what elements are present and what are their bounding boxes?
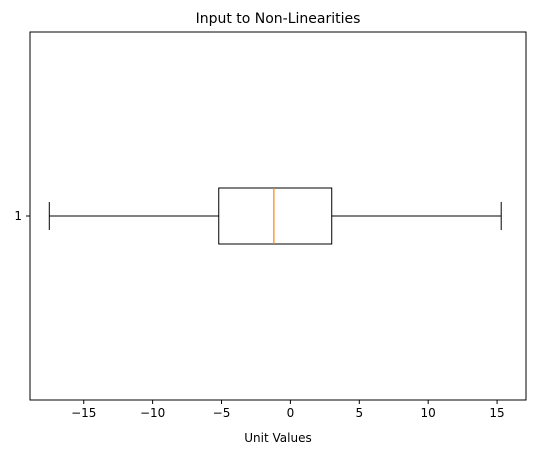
y-tick-label: 1 xyxy=(14,209,22,223)
x-tick-label: −10 xyxy=(140,406,165,420)
x-axis-ticks: −15 −10 −5 0 5 10 15 xyxy=(71,400,505,420)
x-tick-label: −5 xyxy=(213,406,231,420)
x-tick-label: −15 xyxy=(71,406,96,420)
chart-title: Input to Non-Linearities xyxy=(196,11,361,27)
x-tick-label: 10 xyxy=(421,406,436,420)
boxplot-series xyxy=(48,187,502,245)
x-tick-label: 5 xyxy=(355,406,363,420)
y-axis-ticks: 1 xyxy=(14,209,30,223)
interquartile-box xyxy=(218,187,333,245)
x-tick-label: 0 xyxy=(287,406,295,420)
x-axis-label: Unit Values xyxy=(244,431,311,445)
x-tick-label: 15 xyxy=(489,406,504,420)
